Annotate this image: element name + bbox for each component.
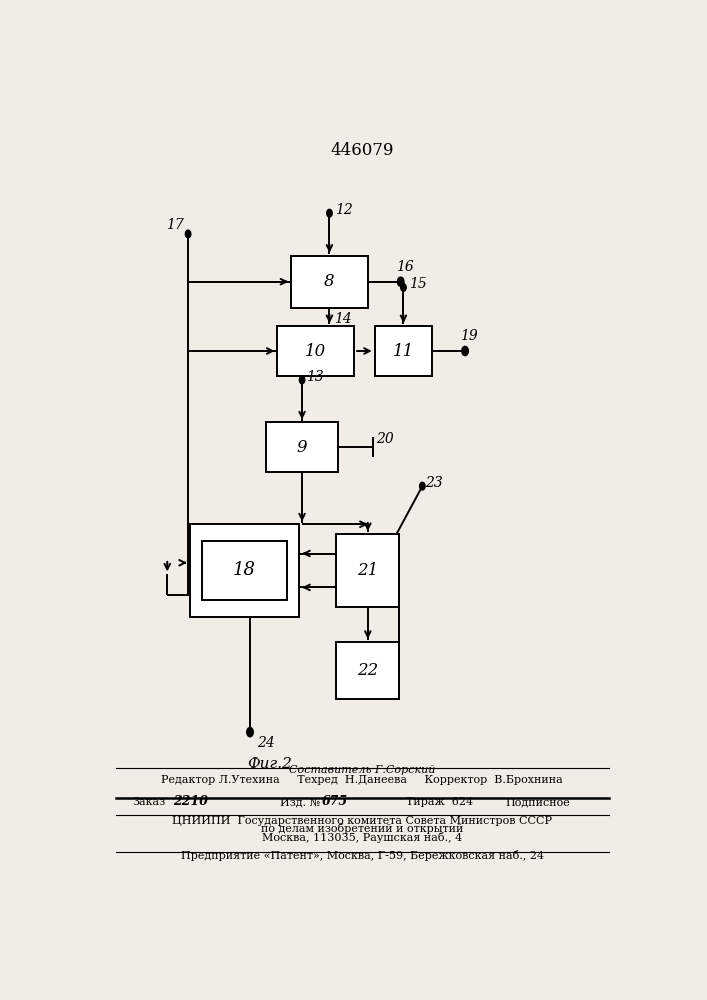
Bar <box>277 326 354 376</box>
Text: ЦНИИПИ  Государственного комитета Совета Министров СССР: ЦНИИПИ Государственного комитета Совета … <box>173 816 552 826</box>
Text: Тираж  624: Тираж 624 <box>407 797 473 807</box>
Text: 22: 22 <box>357 662 378 679</box>
Circle shape <box>397 277 404 286</box>
Text: 23: 23 <box>425 476 443 490</box>
Text: 19: 19 <box>460 329 477 343</box>
Text: Изд. №: Изд. № <box>280 797 320 807</box>
Text: 15: 15 <box>409 277 426 291</box>
Text: 16: 16 <box>397 260 414 274</box>
Circle shape <box>185 230 191 238</box>
Text: 11: 11 <box>393 342 414 360</box>
Text: 21: 21 <box>357 562 378 579</box>
Circle shape <box>401 284 406 291</box>
Text: 12: 12 <box>335 203 353 217</box>
Text: по делам изобретений и открытий: по делам изобретений и открытий <box>261 823 464 834</box>
Text: 18: 18 <box>233 561 256 579</box>
Text: 13: 13 <box>306 370 325 384</box>
Text: 2210: 2210 <box>173 795 209 808</box>
Circle shape <box>419 482 425 490</box>
Text: 24: 24 <box>257 736 274 750</box>
Circle shape <box>299 376 305 384</box>
Text: 10: 10 <box>305 342 327 360</box>
Bar <box>189 524 299 617</box>
Text: Подписное: Подписное <box>506 797 571 807</box>
Bar <box>267 422 338 472</box>
Text: Фиг.2: Фиг.2 <box>247 757 292 771</box>
Bar <box>201 541 287 600</box>
Text: 17: 17 <box>166 218 184 232</box>
Text: Редактор Л.Утехина     Техред  Н.Данеева     Корректор  В.Брохнина: Редактор Л.Утехина Техред Н.Данеева Корр… <box>161 775 563 785</box>
Circle shape <box>247 728 253 737</box>
Text: Заказ: Заказ <box>132 797 165 807</box>
Bar <box>375 326 432 376</box>
Bar <box>291 256 368 308</box>
Text: 675: 675 <box>321 795 348 808</box>
Bar <box>337 642 399 699</box>
Text: 446079: 446079 <box>331 142 394 159</box>
Text: 14: 14 <box>334 312 351 326</box>
Circle shape <box>327 209 332 217</box>
Text: Москва, 113035, Раушская наб., 4: Москва, 113035, Раушская наб., 4 <box>262 832 462 843</box>
Text: Предприятие «Патент», Москва, Г-59, Бережковская наб., 24: Предприятие «Патент», Москва, Г-59, Бере… <box>181 850 544 861</box>
Text: 8: 8 <box>324 273 335 290</box>
Bar <box>337 534 399 607</box>
Text: 9: 9 <box>297 439 308 456</box>
Text: Составитель Г.Сорский: Составитель Г.Сорский <box>289 765 436 775</box>
Circle shape <box>462 346 468 356</box>
Text: 20: 20 <box>376 432 394 446</box>
